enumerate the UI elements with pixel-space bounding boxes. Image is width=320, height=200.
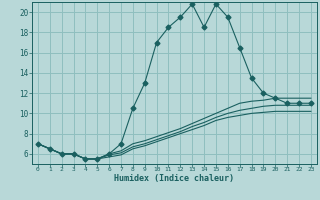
X-axis label: Humidex (Indice chaleur): Humidex (Indice chaleur) bbox=[115, 174, 234, 183]
